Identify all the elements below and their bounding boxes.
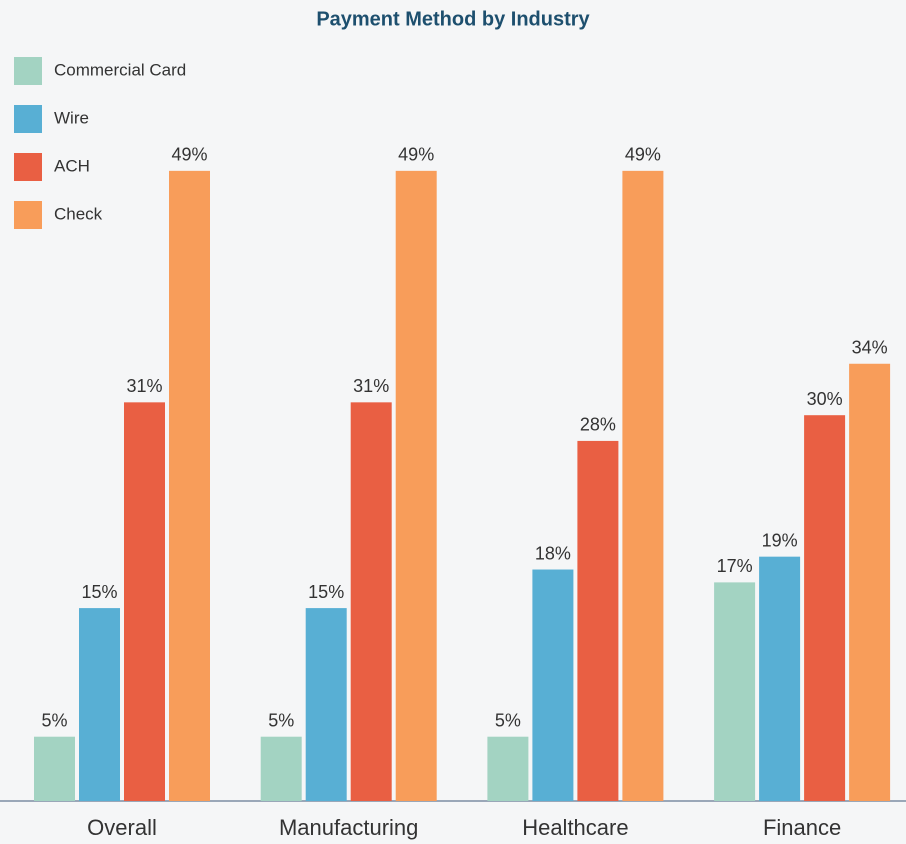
bar [804, 415, 846, 801]
data-label: 15% [308, 582, 344, 602]
data-label: 28% [580, 415, 616, 435]
legend-swatch [14, 201, 42, 229]
data-label: 18% [535, 543, 571, 563]
bar [169, 170, 210, 802]
data-label: 5% [268, 710, 294, 730]
bar [577, 440, 619, 801]
legend-label: ACH [54, 156, 90, 175]
x-tick-label: Manufacturing [279, 815, 418, 840]
data-label: 49% [625, 145, 661, 165]
bar [34, 736, 75, 801]
bar [849, 363, 891, 801]
data-label: 31% [126, 376, 162, 396]
data-label: 34% [852, 338, 888, 358]
data-label: 30% [807, 389, 843, 409]
data-label: 5% [495, 710, 521, 730]
legend-swatch [14, 105, 42, 133]
data-label: 31% [353, 376, 389, 396]
legend-swatch [14, 153, 42, 181]
x-tick-label: Overall [87, 815, 157, 840]
bar [532, 569, 574, 801]
bar [714, 582, 756, 801]
bar [622, 170, 664, 802]
bar [305, 608, 347, 801]
bar [759, 556, 801, 801]
data-label: 15% [81, 582, 117, 602]
x-tick-label: Healthcare [522, 815, 628, 840]
bar [395, 170, 437, 802]
data-label: 5% [41, 710, 67, 730]
x-tick-label: Finance [763, 815, 841, 840]
bar [79, 608, 120, 801]
data-label: 19% [762, 530, 798, 550]
chart-title: Payment Method by Industry [316, 8, 590, 30]
legend-label: Check [54, 204, 103, 223]
bar [260, 736, 302, 801]
bar [124, 402, 165, 801]
legend-label: Wire [54, 108, 89, 127]
bar [487, 736, 529, 801]
data-label: 17% [717, 556, 753, 576]
bar [350, 402, 392, 801]
data-label: 49% [171, 145, 207, 165]
data-label: 49% [398, 145, 434, 165]
legend-swatch [14, 57, 42, 85]
legend-label: Commercial Card [54, 60, 186, 79]
